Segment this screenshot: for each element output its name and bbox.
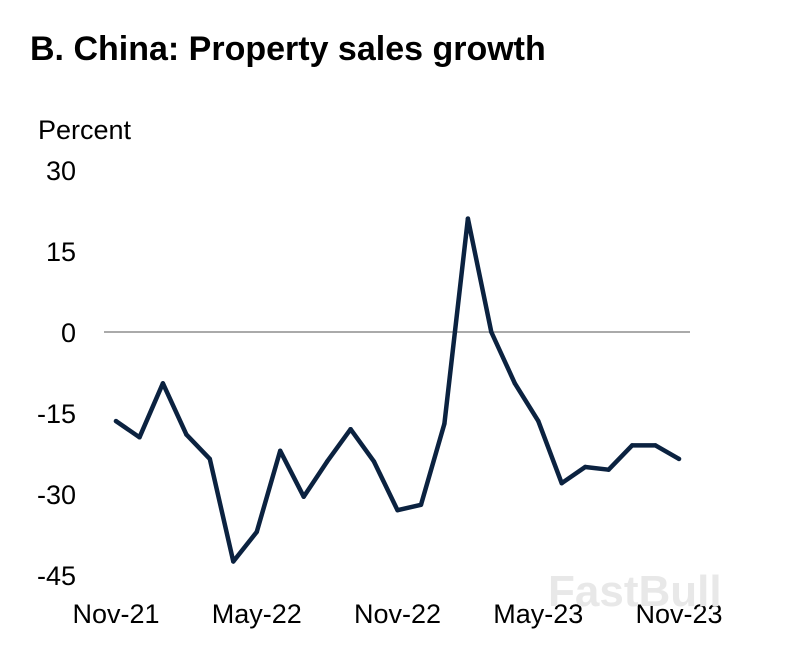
data-point: [324, 459, 330, 464]
data-point: [160, 381, 166, 386]
data-point: [395, 508, 400, 513]
data-point: [184, 432, 189, 437]
x-tick-label: Nov-22: [354, 599, 441, 629]
y-tick-labels: 30 15 0 -15 -30 -45: [37, 156, 76, 591]
data-point: [536, 418, 541, 424]
data-point: [676, 456, 682, 462]
data-point: [629, 443, 635, 448]
data-point: [113, 418, 119, 424]
data-point: [442, 421, 447, 426]
chart-title: B. China: Property sales growth: [30, 30, 546, 68]
x-tick-label: Nov-23: [635, 599, 722, 629]
data-point: [207, 456, 212, 462]
x-tick-labels: Nov-21 May-22 Nov-22 May-23 Nov-23: [72, 599, 722, 629]
data-point: [254, 529, 259, 534]
data-point: [231, 559, 236, 564]
y-axis-label: Percent: [38, 115, 132, 145]
x-tick-label: May-23: [493, 599, 583, 629]
y-tick-label: 0: [61, 318, 76, 348]
data-point: [137, 435, 142, 440]
data-point: [653, 443, 658, 448]
data-point: [559, 481, 564, 486]
data-point: [301, 494, 306, 499]
data-points: [113, 216, 682, 564]
data-point: [583, 464, 588, 470]
data-point: [465, 216, 471, 221]
y-tick-label: -45: [37, 561, 76, 591]
y-tick-label: -15: [37, 399, 76, 429]
data-point: [371, 459, 377, 464]
watermark: FastBull: [548, 567, 722, 616]
data-point: [606, 467, 611, 472]
data-point: [489, 329, 494, 335]
data-point: [512, 381, 517, 386]
y-tick-label: 30: [46, 156, 76, 186]
data-point: [348, 427, 353, 432]
data-point: [278, 448, 283, 453]
x-tick-label: Nov-21: [72, 599, 159, 629]
data-point: [418, 502, 424, 507]
x-tick-label: May-22: [212, 599, 302, 629]
y-tick-label: 15: [46, 237, 76, 267]
y-tick-label: -30: [37, 480, 76, 510]
